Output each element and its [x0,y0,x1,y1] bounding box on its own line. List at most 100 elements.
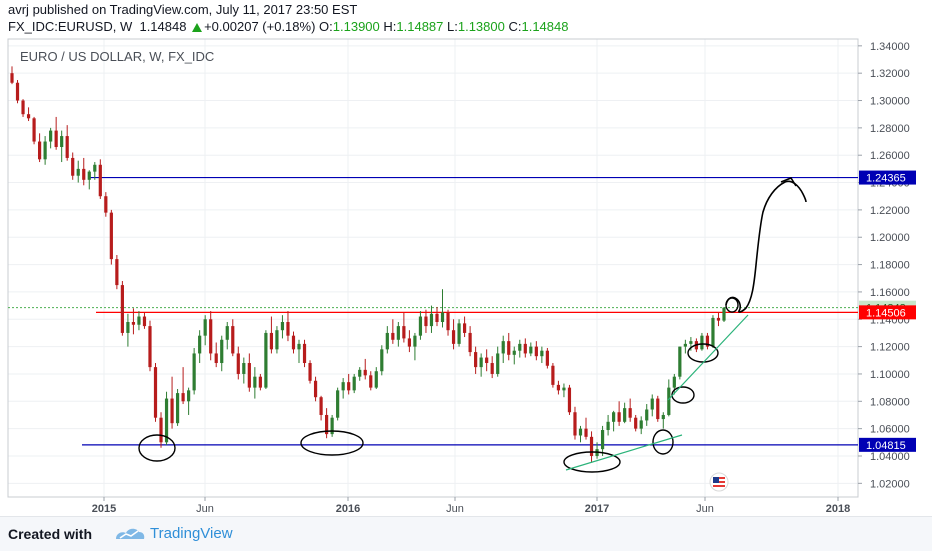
drawings [138,177,807,473]
candle-body [385,332,389,350]
support-trendline[interactable] [565,434,683,471]
candle-body [302,343,307,364]
candle-body [109,212,113,260]
candle-body [589,436,594,456]
candle-body [402,326,406,339]
forecast-drawing[interactable] [725,180,807,313]
price-label-text: 1.24365 [866,173,906,185]
candle-body [15,82,20,101]
candle-body [126,322,130,333]
candle-body [391,332,395,340]
candle-body [148,326,152,368]
candle-body [451,330,456,344]
ellipse-annotation [671,386,695,404]
candle-body [153,367,158,418]
candle-body [43,141,47,160]
y-tick-label: 1.02000 [870,478,910,490]
candle-body [192,353,196,391]
candle-body [705,335,710,347]
candle-body [341,382,345,391]
candle-body [716,317,721,321]
y-tick-label: 1.28000 [870,123,910,135]
plot-border [7,38,859,498]
candle-body [667,387,671,415]
candle-body [209,319,213,354]
candle-body [600,430,605,450]
candle-body [115,259,119,286]
candle-body [645,409,649,421]
candle-body [363,369,367,376]
candle-body [236,353,240,374]
x-tick-label: 2015 [92,503,116,515]
candle-body [617,412,621,422]
x-tick-label: Jun [446,503,464,515]
price-label-text: 1.14506 [866,307,906,319]
candle-body [661,414,665,420]
candle-body [562,387,566,391]
candle-body [98,164,102,197]
candle-body [137,316,141,325]
y-tick-label: 1.04000 [870,451,910,463]
candle-body [175,393,180,424]
ellipse-annotations [138,297,739,473]
time-axis: 2015 Jun 2016 Jun 2017 Jun 2018 [92,497,850,515]
candle-body [181,393,185,402]
low-value: 1.13800 [457,19,505,34]
candle-body [650,398,654,410]
price-chart[interactable]: EURO / US DOLLAR, W, FX_IDC 1.34000 1.320… [0,0,932,516]
candle-body [407,338,411,347]
forecast-arrowhead [780,177,797,187]
y-tick-label: 1.30000 [870,96,910,108]
open-value: 1.13900 [332,19,380,34]
candle-body [424,316,428,327]
candle-body [253,376,257,388]
candle-body [468,332,472,353]
candle-body [60,136,64,148]
candle-body [65,136,69,158]
footer: Created with TradingView [0,516,932,551]
candle-body [374,371,378,388]
candle-body [457,323,461,344]
candle-body [313,380,318,398]
candle-body [159,417,163,443]
flag-icon[interactable] [709,472,729,492]
candle-body [269,332,274,350]
candle-body [540,350,544,357]
candle-body [556,384,561,391]
candle-body [485,357,489,364]
candle-body [170,398,174,424]
candle-body [37,141,42,160]
candle-body [198,335,202,354]
candle-body [545,350,549,366]
candle-body [672,376,676,388]
candle-body [628,408,632,418]
candle-body [551,365,555,385]
ellipse-annotation [652,429,674,455]
author-name[interactable]: avrj [8,2,29,17]
candle-body [120,285,124,333]
y-tick-label: 1.32000 [870,68,910,80]
candles [10,66,726,463]
tradingview-logo-icon[interactable] [114,524,146,542]
candle-body [247,363,251,388]
candle-body [93,164,97,172]
candle-body [164,398,169,443]
candle-body [722,307,726,321]
rising-trendline[interactable] [667,314,749,401]
y-tick-label: 1.16000 [870,287,910,299]
candle-body [280,322,285,331]
candle-body [291,335,296,350]
candle-body [225,326,229,340]
candle-body [578,428,583,436]
ellipse-annotation [138,434,176,462]
chart-title: EURO / US DOLLAR, W, FX_IDC [20,49,214,64]
candle-body [336,390,340,418]
candle-body [54,130,58,148]
candle-body [297,343,301,350]
candle-body [639,420,643,429]
candle-body [396,326,400,340]
candle-body [413,335,417,347]
candle-body [358,369,362,377]
candle-body [429,313,434,327]
tradingview-brand[interactable]: TradingView [150,525,233,542]
